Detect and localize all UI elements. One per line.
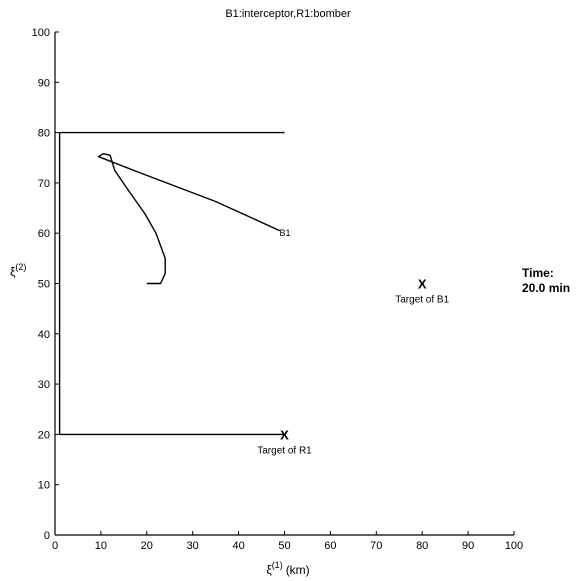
target-label: Target of R1 [257,445,312,456]
y-tick-label: 80 [38,128,50,140]
time-panel: Time: 20.0 min [522,266,570,296]
y-tick-label: 100 [32,27,50,39]
series-line-r1 [58,131,285,436]
x-axis-label-sup: (1) [272,560,283,570]
x-tick-label: 10 [95,540,107,552]
annotation-layer: B1 X Target of B1 X Target of R1 [257,228,449,456]
x-axis-label-unit: (km) [286,563,310,577]
time-label: Time: [522,266,554,280]
x-axis-label: ξ(1) (km) [266,560,309,577]
x-tick-label: 90 [462,540,474,552]
x-tick-label: 70 [370,540,382,552]
y-axis-label: ξ(2) [10,262,26,279]
y-tick-label: 60 [38,228,50,240]
y-tick-label: 50 [38,279,50,291]
y-axis-label-sup: (2) [15,262,26,272]
chart-title: B1:interceptor,R1:bomber [225,8,351,20]
series-end-label: B1 [280,228,291,238]
target-marker: X [280,427,289,442]
y-tick-label: 10 [38,480,50,492]
series-layer [58,131,285,436]
x-tick-label: 80 [416,540,428,552]
y-ticks: 0 10 20 30 40 50 60 70 80 90 100 [32,27,59,542]
x-ticks: 0 10 20 30 40 50 60 70 80 90 100 [52,531,523,552]
y-tick-label: 90 [38,77,50,89]
x-tick-label: 60 [324,540,336,552]
x-tick-label: 30 [187,540,199,552]
y-tick-label: 30 [38,379,50,391]
target-label: Target of B1 [395,295,449,306]
y-tick-label: 20 [38,429,50,441]
y-tick-label: 70 [38,178,50,190]
y-axis-label-main: ξ [10,265,16,279]
x-tick-label: 20 [141,540,153,552]
x-tick-label: 100 [505,540,523,552]
time-value: 20.0 min [522,281,571,295]
x-tick-label: 50 [278,540,290,552]
x-tick-label: 40 [232,540,244,552]
x-tick-label: 0 [52,540,58,552]
target-marker: X [418,277,427,292]
x-axis-label-main: ξ [266,563,272,577]
y-tick-label: 40 [38,329,50,341]
y-tick-label: 0 [44,530,50,542]
series-line-b1 [97,152,281,285]
